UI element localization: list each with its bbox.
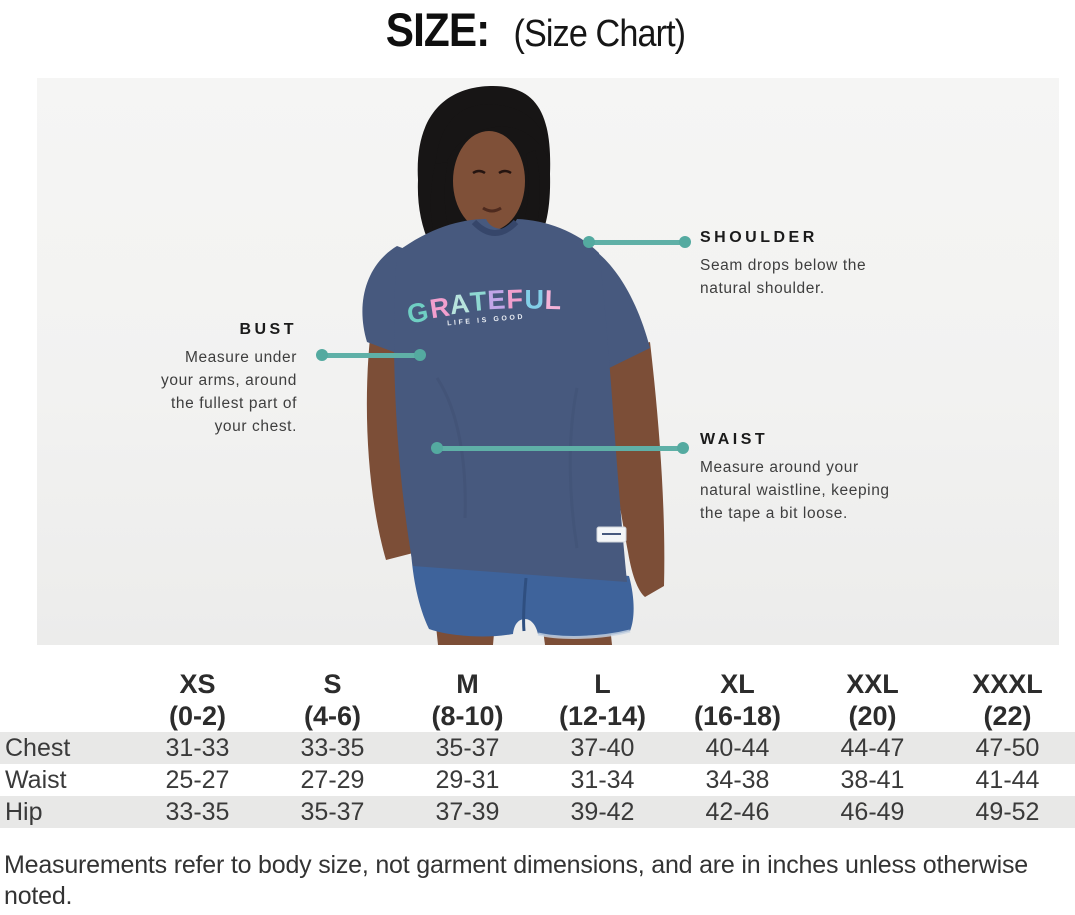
cell: 39-42 bbox=[570, 797, 635, 826]
shoulder-connector-line bbox=[588, 240, 688, 245]
eye-right bbox=[498, 169, 512, 175]
col-range: (16-18) bbox=[693, 701, 782, 731]
hair-bangs bbox=[435, 104, 548, 174]
cell: 42-46 bbox=[705, 797, 770, 826]
waist-callout: WAIST Measure around your natural waistl… bbox=[700, 431, 950, 525]
bust-callout-title: BUST bbox=[239, 321, 297, 338]
hair-side-right bbox=[520, 150, 541, 242]
shoulder-callout-line: natural shoulder. bbox=[700, 280, 825, 297]
bust-connector-dot bbox=[414, 349, 426, 361]
col-header-xs: XS (0-2) bbox=[130, 666, 265, 732]
col-range: (12-14) bbox=[558, 701, 647, 731]
bust-callout-line: your arms, around bbox=[161, 372, 297, 389]
waist-connector-dot bbox=[677, 442, 689, 454]
col-header-m: M (8-10) bbox=[400, 666, 535, 732]
measurement-note: Measurements refer to body size, not gar… bbox=[4, 851, 1028, 910]
woman-figure-illustration bbox=[362, 86, 665, 645]
model-photo: GRATEFUL LIFE IS GOOD SHOULDER Seam drop… bbox=[37, 78, 1059, 645]
hair-side-left bbox=[430, 162, 452, 244]
col-header-xl: XL (16-18) bbox=[670, 666, 805, 732]
waist-callout-line: the tape a bit loose. bbox=[700, 505, 848, 522]
col-size: XXL bbox=[846, 669, 899, 699]
row-label: Waist bbox=[5, 765, 67, 794]
col-size: L bbox=[594, 669, 611, 699]
col-range: (4-6) bbox=[303, 701, 361, 731]
cell: 47-50 bbox=[975, 733, 1040, 762]
page-title-sub: (Size Chart) bbox=[513, 13, 686, 55]
tshirt-torso bbox=[394, 219, 627, 582]
cell: 33-35 bbox=[300, 733, 365, 762]
table-row-chest: Chest 31-33 33-35 35-37 37-40 40-44 44-4… bbox=[0, 732, 1075, 764]
shoulder-callout-text: Seam drops below the natural shoulder. bbox=[700, 254, 930, 300]
cell: 31-33 bbox=[165, 733, 230, 762]
shirt-wrinkle-2 bbox=[568, 387, 579, 549]
cell: 29-31 bbox=[435, 765, 500, 794]
col-header-l: L (12-14) bbox=[535, 666, 670, 732]
bust-callout-line: Measure under bbox=[184, 349, 297, 366]
waist-callout-title: WAIST bbox=[700, 431, 769, 448]
shorts-seam bbox=[522, 577, 528, 632]
bust-callout: BUST Measure under your arms, around the… bbox=[67, 321, 297, 438]
cell: 44-47 bbox=[840, 733, 905, 762]
col-range: (8-10) bbox=[431, 701, 504, 731]
waist-callout-line: Measure around your bbox=[700, 459, 859, 476]
col-range: (0-2) bbox=[168, 701, 226, 731]
cell: 38-41 bbox=[840, 765, 905, 794]
bust-callout-line: your chest. bbox=[214, 418, 297, 435]
cell: 40-44 bbox=[705, 733, 770, 762]
lips bbox=[482, 206, 502, 213]
bust-connector-dot bbox=[316, 349, 328, 361]
shoulder-callout-title: SHOULDER bbox=[700, 229, 818, 246]
face bbox=[453, 131, 525, 231]
bust-callout-line: the fullest part of bbox=[171, 395, 297, 412]
cell: 35-37 bbox=[300, 797, 365, 826]
cell: 37-40 bbox=[570, 733, 635, 762]
cell: 35-37 bbox=[435, 733, 500, 762]
page-title-main: SIZE: bbox=[386, 3, 491, 56]
row-label: Chest bbox=[5, 733, 71, 762]
cell: 27-29 bbox=[300, 765, 365, 794]
page-title: SIZE: (Size Chart) bbox=[0, 2, 1075, 57]
cell: 46-49 bbox=[840, 797, 905, 826]
cell: 31-34 bbox=[570, 765, 635, 794]
cell: 33-35 bbox=[165, 797, 230, 826]
col-size: XL bbox=[720, 669, 755, 699]
col-header-xxxl: XXXL (22) bbox=[940, 666, 1075, 732]
col-header-xxl: XXL (20) bbox=[805, 666, 940, 732]
col-size: XS bbox=[179, 669, 216, 699]
cell: 37-39 bbox=[435, 797, 500, 826]
table-row-waist: Waist 25-27 27-29 29-31 31-34 34-38 38-4… bbox=[0, 764, 1075, 796]
header-spacer bbox=[0, 666, 130, 732]
size-table-header: XS (0-2) S (4-6) M (8-10) L (12-14) XL (… bbox=[0, 666, 1075, 732]
cell: 49-52 bbox=[975, 797, 1040, 826]
col-size: XXXL bbox=[972, 669, 1043, 699]
cell: 25-27 bbox=[165, 765, 230, 794]
waist-callout-text: Measure around your natural waistline, k… bbox=[700, 456, 950, 525]
waist-connector-dot bbox=[431, 442, 443, 454]
eye-left bbox=[472, 169, 486, 175]
waist-callout-line: natural waistline, keeping bbox=[700, 482, 890, 499]
size-table: XS (0-2) S (4-6) M (8-10) L (12-14) XL (… bbox=[0, 666, 1075, 828]
shoulder-connector-dot bbox=[583, 236, 595, 248]
shirt-wrinkle-1 bbox=[435, 377, 467, 519]
shorts-fray bbox=[537, 629, 631, 639]
waist-connector-line bbox=[436, 446, 684, 451]
row-label: Hip bbox=[5, 797, 43, 826]
col-size: S bbox=[323, 669, 342, 699]
bust-callout-text: Measure under your arms, around the full… bbox=[67, 346, 297, 438]
table-row-hip: Hip 33-35 35-37 37-39 39-42 42-46 46-49 … bbox=[0, 796, 1075, 828]
cell: 34-38 bbox=[705, 765, 770, 794]
col-header-s: S (4-6) bbox=[265, 666, 400, 732]
bust-connector-line bbox=[321, 353, 421, 358]
col-range: (22) bbox=[983, 701, 1032, 731]
col-size: M bbox=[456, 669, 479, 699]
shoulder-connector-dot bbox=[679, 236, 691, 248]
shoulder-callout-line: Seam drops below the bbox=[700, 257, 867, 274]
col-range: (20) bbox=[848, 701, 897, 731]
tshirt-collar bbox=[471, 219, 519, 236]
cell: 41-44 bbox=[975, 765, 1040, 794]
shoulder-callout: SHOULDER Seam drops below the natural sh… bbox=[700, 229, 930, 300]
